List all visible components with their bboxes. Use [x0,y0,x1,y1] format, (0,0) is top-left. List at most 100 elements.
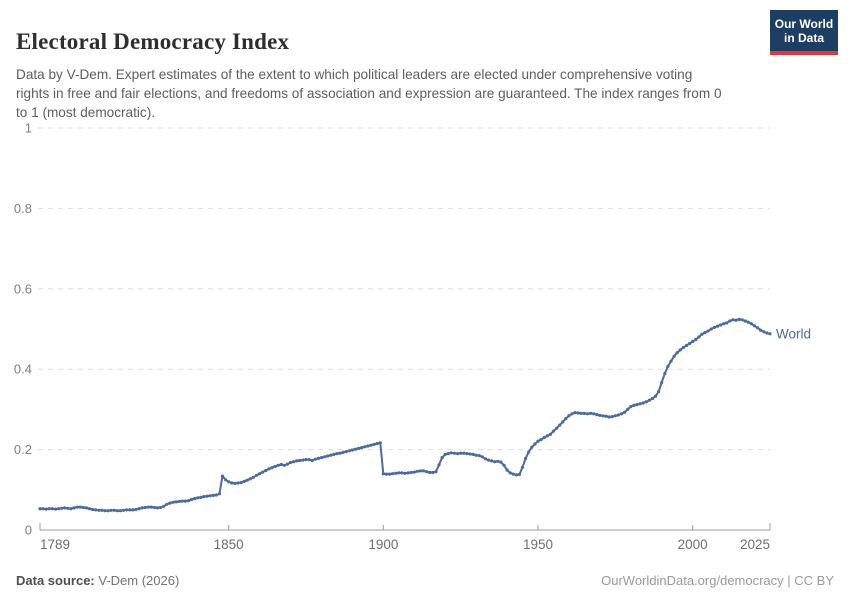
data-point-marker[interactable] [177,499,181,504]
data-point-marker[interactable] [632,403,636,407]
data-point-marker[interactable] [694,337,698,342]
data-point-marker[interactable] [508,471,512,475]
data-point-marker[interactable] [214,493,218,497]
chart-area[interactable]: 0 0.2 0.4 0.6 0.8 1 1789 1850 1900 1950 2000 2025 Wo… [0,115,850,555]
data-point-marker[interactable] [502,463,506,467]
data-point-marker[interactable] [276,463,280,467]
data-point-marker[interactable] [357,446,361,450]
data-point-marker[interactable] [722,322,726,326]
data-point-marker[interactable] [700,332,704,336]
data-point-marker[interactable] [412,470,416,474]
data-point-marker[interactable] [691,339,695,344]
data-point-marker[interactable] [75,505,79,509]
data-point-marker[interactable] [582,411,587,415]
data-point-marker[interactable] [323,455,327,459]
data-point-marker[interactable] [205,494,209,498]
data-point-marker[interactable] [425,470,429,474]
data-point-marker[interactable] [242,479,246,483]
data-point-marker[interactable] [650,396,655,401]
data-point-marker[interactable] [697,335,701,339]
data-point-marker[interactable] [468,452,472,456]
data-point-marker[interactable] [267,467,271,471]
data-point-marker[interactable] [746,320,750,324]
data-point-marker[interactable] [592,412,596,416]
data-point-marker[interactable] [372,442,376,446]
data-point-marker[interactable] [672,354,676,358]
data-point-marker[interactable] [115,509,119,513]
data-point-marker[interactable] [171,500,175,504]
data-point-marker[interactable] [81,505,85,510]
data-point-marker[interactable] [87,507,92,511]
data-point-marker[interactable] [558,423,562,427]
data-point-marker[interactable] [292,460,296,464]
data-point-marker[interactable] [121,508,126,512]
data-point-marker[interactable] [684,343,689,348]
data-point-marker[interactable] [635,403,639,407]
data-point-marker[interactable] [230,481,234,485]
data-point-marker[interactable] [220,474,225,478]
data-point-marker[interactable] [740,318,744,322]
data-point-marker[interactable] [459,451,463,455]
data-point-marker[interactable] [118,509,122,513]
data-point-marker[interactable] [326,454,330,458]
data-point-marker[interactable] [97,508,101,512]
data-point-marker[interactable] [196,496,200,500]
data-point-marker[interactable] [264,468,268,473]
data-point-marker[interactable] [585,412,590,416]
data-point-marker[interactable] [589,411,593,415]
data-point-marker[interactable] [765,331,769,335]
data-point-marker[interactable] [279,462,283,467]
data-point-marker[interactable] [527,450,531,454]
data-point-marker[interactable] [418,469,423,473]
data-point-marker[interactable] [125,508,129,512]
data-point-marker[interactable] [610,415,614,419]
data-point-marker[interactable] [443,452,447,456]
data-point-marker[interactable] [422,469,426,473]
data-point-marker[interactable] [140,506,144,510]
data-point-marker[interactable] [548,432,553,436]
data-point-marker[interactable] [273,464,277,469]
data-point-marker[interactable] [428,470,432,475]
data-point-marker[interactable] [397,471,401,475]
data-point-marker[interactable] [505,468,509,472]
data-point-marker[interactable] [638,402,642,406]
data-point-marker[interactable] [477,454,481,458]
data-point-marker[interactable] [629,405,633,409]
data-point-marker[interactable] [165,502,169,506]
data-point-marker[interactable] [728,319,732,323]
data-point-marker[interactable] [446,452,450,456]
data-point-marker[interactable] [152,505,156,510]
data-point-marker[interactable] [180,499,184,503]
data-point-marker[interactable] [663,372,667,376]
data-point-marker[interactable] [520,465,525,469]
data-point-marker[interactable] [440,456,444,460]
data-point-marker[interactable] [573,411,577,415]
data-point-marker[interactable] [576,411,580,415]
data-point-marker[interactable] [688,341,692,346]
data-point-marker[interactable] [186,499,191,503]
data-point-marker[interactable] [387,472,392,476]
data-point-marker[interactable] [319,456,324,460]
data-point-marker[interactable] [301,458,305,462]
data-point-marker[interactable] [644,400,648,404]
data-point-marker[interactable] [712,325,716,329]
data-point-marker[interactable] [208,494,212,498]
data-point-marker[interactable] [366,444,370,448]
data-point-marker[interactable] [551,429,556,433]
data-point-marker[interactable] [360,446,364,450]
data-point-marker[interactable] [666,364,670,368]
data-point-marker[interactable] [524,456,528,460]
data-point-marker[interactable] [725,321,729,325]
data-point-marker[interactable] [496,459,500,463]
data-point-marker[interactable] [159,505,163,510]
data-point-marker[interactable] [199,495,203,499]
data-point-marker[interactable] [403,471,407,475]
data-point-marker[interactable] [183,499,187,503]
data-point-marker[interactable] [143,505,147,510]
data-point-marker[interactable] [449,451,453,455]
data-point-marker[interactable] [304,458,308,462]
data-point-marker[interactable] [626,407,630,411]
data-point-marker[interactable] [669,359,673,363]
data-point-marker[interactable] [709,327,713,331]
data-point-marker[interactable] [134,507,138,512]
